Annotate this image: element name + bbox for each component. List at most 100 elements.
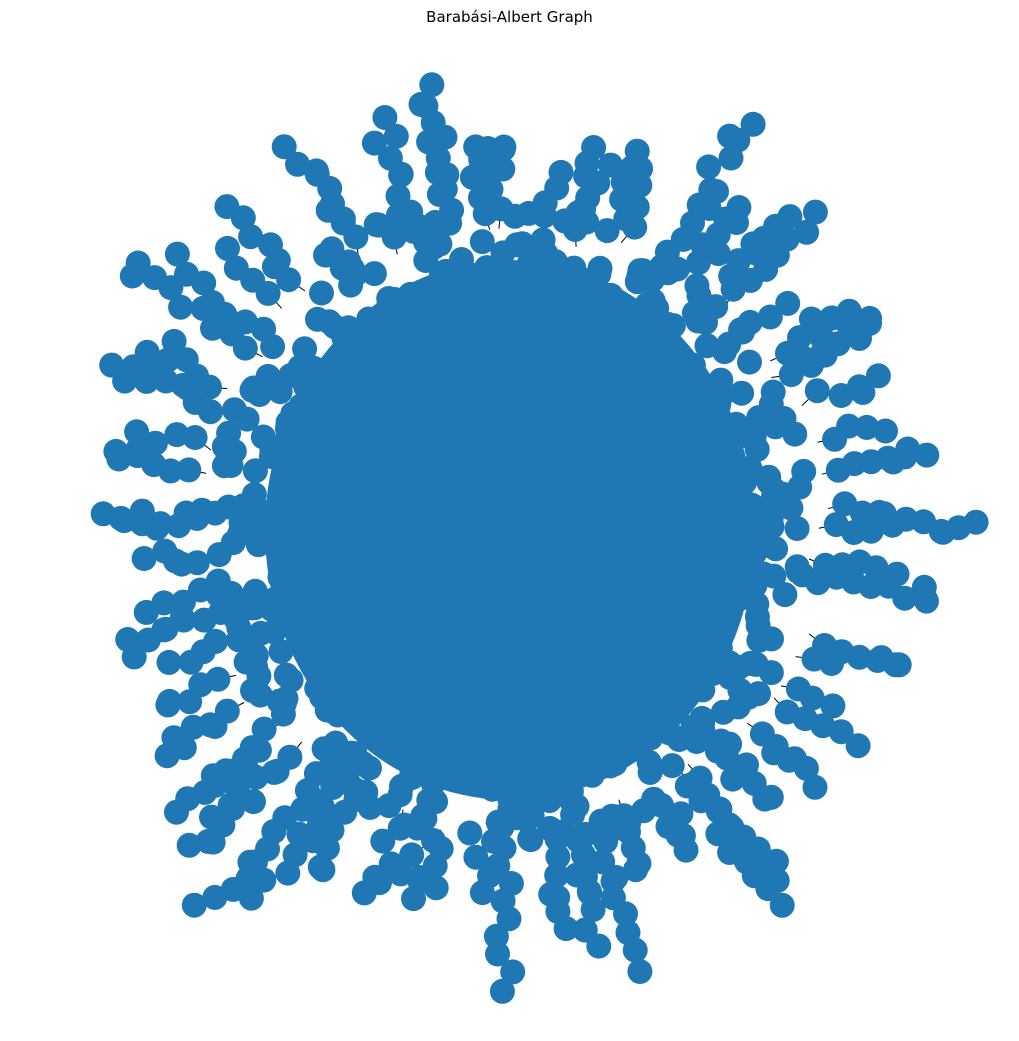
graph-node (794, 219, 820, 245)
graph-node (600, 537, 626, 563)
graph-node (787, 325, 812, 351)
graph-node (758, 391, 784, 417)
graph-node (495, 651, 521, 677)
graph-node (618, 406, 643, 432)
graph-node (444, 416, 470, 442)
graph-node (218, 584, 244, 610)
graph-node (496, 906, 522, 932)
graph-node (457, 820, 483, 846)
graph-node (355, 694, 381, 720)
graph-node (649, 792, 674, 818)
graph-node (603, 865, 629, 890)
graph-node (412, 595, 438, 621)
graph-node (744, 604, 770, 630)
graph-node (449, 715, 475, 741)
graph-node (585, 170, 611, 196)
graph-node (147, 511, 173, 537)
graph-node (553, 916, 579, 942)
graph-node (737, 309, 763, 335)
graph-node (694, 333, 720, 359)
graph-node (588, 558, 613, 584)
graph-node (368, 535, 394, 561)
graph-node (549, 349, 574, 375)
graph-node (866, 499, 892, 525)
graph-node (501, 690, 527, 716)
graph-node (407, 865, 433, 890)
graph-node (775, 290, 801, 316)
graph-node (790, 345, 816, 371)
graph-node (594, 218, 620, 244)
graph-node (131, 546, 157, 571)
graph-node (550, 582, 576, 608)
graph-node (368, 406, 394, 432)
graph-node (553, 415, 579, 441)
graph-node (457, 549, 483, 575)
graph-node (264, 758, 290, 784)
graph-node (125, 443, 150, 469)
graph-node (714, 745, 740, 771)
graph-node (323, 589, 349, 615)
graph-node (326, 457, 352, 483)
graph-node (705, 798, 731, 824)
graph-node (314, 835, 340, 861)
graph-node (359, 576, 385, 602)
graph-node (271, 690, 297, 716)
graph-node (174, 261, 199, 287)
graph-node (241, 789, 266, 815)
graph-node (799, 685, 825, 711)
graph-node (173, 347, 199, 373)
graph-node (267, 564, 293, 590)
graph-node (629, 709, 655, 735)
graph-node (280, 518, 306, 544)
graph-node (629, 386, 655, 412)
graph-node (756, 464, 782, 490)
graph-node (863, 555, 889, 581)
graph-node (490, 156, 516, 182)
graph-node (497, 787, 523, 813)
graph-node (418, 297, 444, 323)
graph-node (581, 135, 607, 160)
graph-node (550, 445, 576, 471)
graph-node (784, 554, 810, 580)
graph-node (599, 509, 625, 535)
graph-node (857, 310, 882, 336)
graph-node (238, 595, 264, 621)
graph-node (627, 959, 653, 984)
graph-node (530, 592, 556, 618)
graph-node (673, 837, 699, 863)
graph-node (485, 941, 510, 967)
graph-node (181, 892, 207, 918)
graph-node (742, 540, 768, 566)
graph-nodes (90, 72, 989, 1004)
graph-node (133, 599, 159, 625)
graph-node (301, 355, 327, 381)
graph-node (464, 385, 490, 411)
graph-node (746, 681, 771, 707)
graph-node (643, 594, 669, 620)
graph-node (911, 574, 937, 600)
graph-node (294, 456, 320, 482)
graph-node (182, 425, 208, 450)
graph-node (623, 482, 649, 508)
graph-node (177, 689, 203, 715)
graph-node (152, 538, 178, 564)
graph-node (155, 347, 181, 373)
graph-node (106, 446, 132, 472)
graph-node (164, 422, 190, 448)
graph-node (659, 753, 685, 779)
graph-node (751, 561, 777, 587)
graph-node (577, 277, 603, 303)
graph-node (481, 682, 507, 708)
graph-node (313, 242, 338, 268)
graph-node (441, 285, 467, 311)
graph-node (825, 331, 851, 357)
graph-node (370, 828, 396, 854)
graph-node (737, 349, 762, 375)
graph-node (752, 786, 778, 812)
graph-node (798, 306, 824, 332)
graph-node (755, 876, 781, 902)
graph-node (717, 444, 743, 470)
graph-node (892, 444, 918, 470)
graph-node (278, 667, 304, 693)
graph-node (478, 176, 504, 202)
